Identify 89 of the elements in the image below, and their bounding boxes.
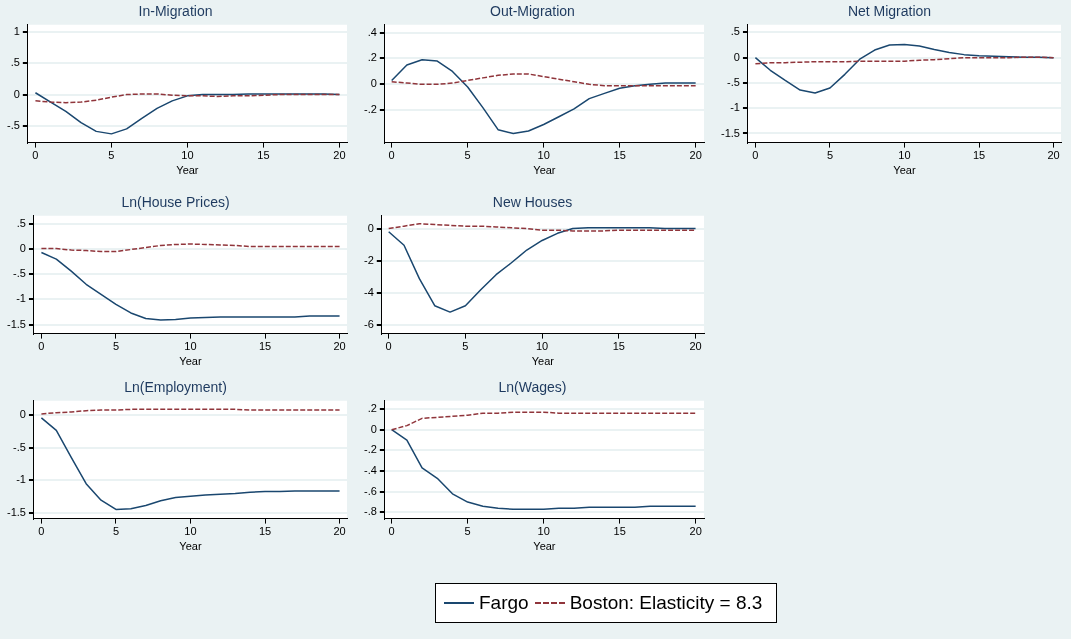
line-series: [34, 93, 341, 104]
chart-title: In-Migration: [138, 3, 213, 20]
y-tick-label: 0: [19, 407, 26, 420]
y-tick-label: 0: [733, 50, 740, 63]
y-tick-label: -.5: [727, 75, 740, 88]
x-tick-label: 15: [258, 525, 272, 538]
x-axis-title: Year: [893, 164, 916, 177]
x-tick-label: 5: [464, 525, 471, 538]
y-tick-label: .5: [16, 216, 26, 229]
x-tick-label: 20: [689, 340, 702, 353]
x-tick-label: 10: [536, 340, 549, 353]
x-tick-label: 10: [898, 149, 911, 162]
x-tick-label: 20: [689, 149, 702, 162]
x-tick-label: 15: [258, 340, 272, 353]
chart-title: Ln(House Prices): [121, 194, 230, 211]
x-tick-label: 5: [108, 149, 115, 162]
x-tick-label: 15: [972, 149, 986, 162]
line-series: [390, 73, 697, 87]
y-tick-label: .2: [367, 402, 377, 415]
y-tick-label: -.2: [363, 443, 377, 456]
y-tick-label: -1.5: [720, 126, 740, 139]
x-tick-label: 0: [752, 149, 759, 162]
y-tick-label: -1.5: [6, 506, 26, 519]
y-tick-label: -.8: [363, 505, 377, 518]
x-tick-label: 5: [112, 525, 120, 538]
x-tick-label: 0: [38, 340, 45, 353]
y-tick-label: -1: [16, 473, 26, 486]
x-tick-label: 5: [826, 149, 834, 162]
x-axis-title: Year: [533, 540, 556, 553]
y-tick-label: -.2: [363, 103, 377, 116]
y-tick-label: .2: [367, 51, 377, 64]
x-tick-label: 10: [537, 525, 550, 538]
chart-title: Ln(Wages): [498, 379, 567, 396]
x-tick-label: 15: [613, 525, 626, 538]
y-tick-label: -.6: [363, 484, 377, 497]
line-series: [390, 411, 697, 431]
y-tick-label: -1: [16, 292, 26, 305]
line-series: [40, 243, 341, 253]
x-tick-label: 20: [1047, 149, 1060, 162]
x-tick-label: 20: [333, 149, 346, 162]
chart-title: Net Migration: [847, 3, 932, 20]
x-tick-label: 10: [537, 149, 550, 162]
y-tick-label: -.5: [13, 267, 26, 280]
x-tick-label: 20: [333, 525, 346, 538]
y-tick-label: 0: [19, 242, 26, 255]
x-tick-label: 0: [32, 149, 39, 162]
x-tick-label: 5: [464, 149, 471, 162]
x-axis-title: Year: [179, 540, 202, 553]
y-tick-label: .5: [10, 56, 20, 69]
chart-title: Ln(Employment): [124, 379, 227, 396]
x-tick-label: 10: [181, 149, 194, 162]
y-tick-label: -6: [364, 317, 374, 330]
chart-title: Out-Migration: [490, 3, 575, 20]
x-tick-label: 5: [462, 340, 469, 353]
y-tick-label: -2: [364, 254, 374, 267]
line-series: [387, 223, 697, 232]
x-tick-label: 15: [612, 340, 625, 353]
y-tick-label: 1: [13, 25, 20, 38]
x-axis-title: Year: [531, 355, 555, 368]
x-tick-label: 15: [257, 149, 270, 162]
y-tick-label: -.4: [363, 464, 377, 477]
y-tick-label: -4: [364, 286, 374, 299]
x-tick-label: 20: [333, 340, 346, 353]
y-tick-label: .4: [367, 25, 377, 38]
y-tick-label: 0: [13, 87, 20, 100]
x-tick-label: 0: [388, 525, 395, 538]
chart-title: New Houses: [492, 194, 573, 211]
x-tick-label: 0: [388, 149, 395, 162]
y-tick-label: .5: [730, 25, 740, 38]
y-tick-label: 0: [367, 222, 374, 235]
legend-label: Fargo: [479, 592, 529, 614]
y-tick-label: -1.5: [6, 317, 26, 330]
y-tick-label: 0: [370, 422, 377, 435]
y-tick-label: -1: [730, 101, 740, 114]
x-axis-title: Year: [176, 164, 199, 177]
x-tick-label: 5: [112, 340, 120, 353]
x-axis-title: Year: [533, 164, 556, 177]
y-tick-label: -.5: [6, 118, 20, 131]
x-tick-label: 15: [613, 149, 626, 162]
y-tick-label: 0: [370, 77, 377, 90]
x-tick-label: 0: [385, 340, 392, 353]
x-tick-label: 10: [184, 340, 197, 353]
line-series: [754, 56, 1055, 65]
x-axis-title: Year: [179, 355, 202, 368]
legend-label: Boston: Elasticity = 8.3: [569, 592, 763, 614]
y-tick-label: -.5: [13, 440, 26, 453]
x-tick-label: 10: [184, 525, 197, 538]
x-tick-label: 0: [38, 525, 45, 538]
x-tick-label: 20: [689, 525, 702, 538]
